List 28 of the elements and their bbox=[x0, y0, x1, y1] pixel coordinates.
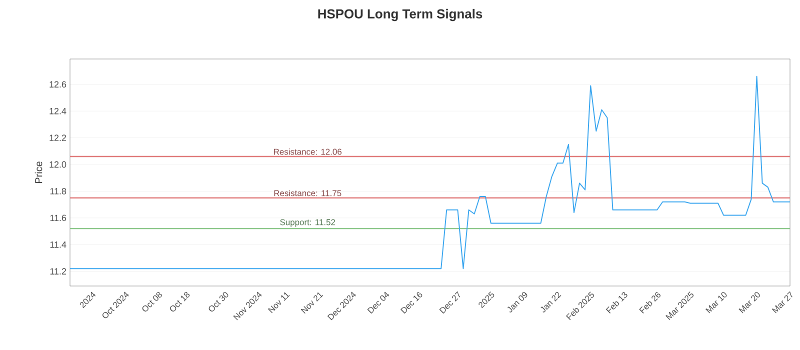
y-tick-label: 11.4 bbox=[50, 242, 66, 248]
y-tick-label: 11.6 bbox=[50, 214, 66, 222]
y-tick-label: 12.4 bbox=[50, 108, 66, 114]
x-tick-label: Dec 27 bbox=[439, 291, 460, 314]
x-tick-label: Oct 08 bbox=[142, 292, 162, 312]
chart-title: HSPOU Long Term Signals bbox=[318, 8, 482, 22]
y-tick-label: 12.2 bbox=[50, 134, 66, 141]
y-tick-label: 12.6 bbox=[50, 81, 66, 88]
x-tick-label: Dec 16 bbox=[400, 292, 422, 314]
x-tick-label: Mar 20 bbox=[738, 292, 760, 314]
ref-line-label: Resistance: 11.75 bbox=[274, 190, 342, 196]
x-tick-label: Nov 11 bbox=[268, 292, 290, 314]
x-tick-label: Jan 22 bbox=[540, 292, 562, 312]
y-tick-label: 12.0 bbox=[50, 161, 66, 168]
x-tick-label: Oct 30 bbox=[208, 292, 228, 312]
y-tick-label: 11.8 bbox=[50, 188, 66, 194]
y-axis-title: Price bbox=[34, 162, 42, 184]
x-tick-label: Feb 13 bbox=[606, 292, 628, 314]
x-tick-label: Feb 26 bbox=[639, 292, 660, 314]
x-tick-label: Oct 18 bbox=[170, 292, 190, 312]
x-tick-label: Dec 04 bbox=[367, 292, 390, 314]
x-tick-label: Mar 27 bbox=[772, 291, 792, 314]
ref-line-label: Support: 11.52 bbox=[280, 219, 336, 227]
x-tick-label: Nov 21 bbox=[300, 292, 324, 314]
y-tick-label: 11.2 bbox=[50, 268, 66, 274]
x-tick-label: Mar 10 bbox=[705, 292, 727, 314]
x-tick-label: Jan 09 bbox=[507, 292, 528, 312]
ref-line-label: Resistance: 12.06 bbox=[274, 148, 342, 155]
